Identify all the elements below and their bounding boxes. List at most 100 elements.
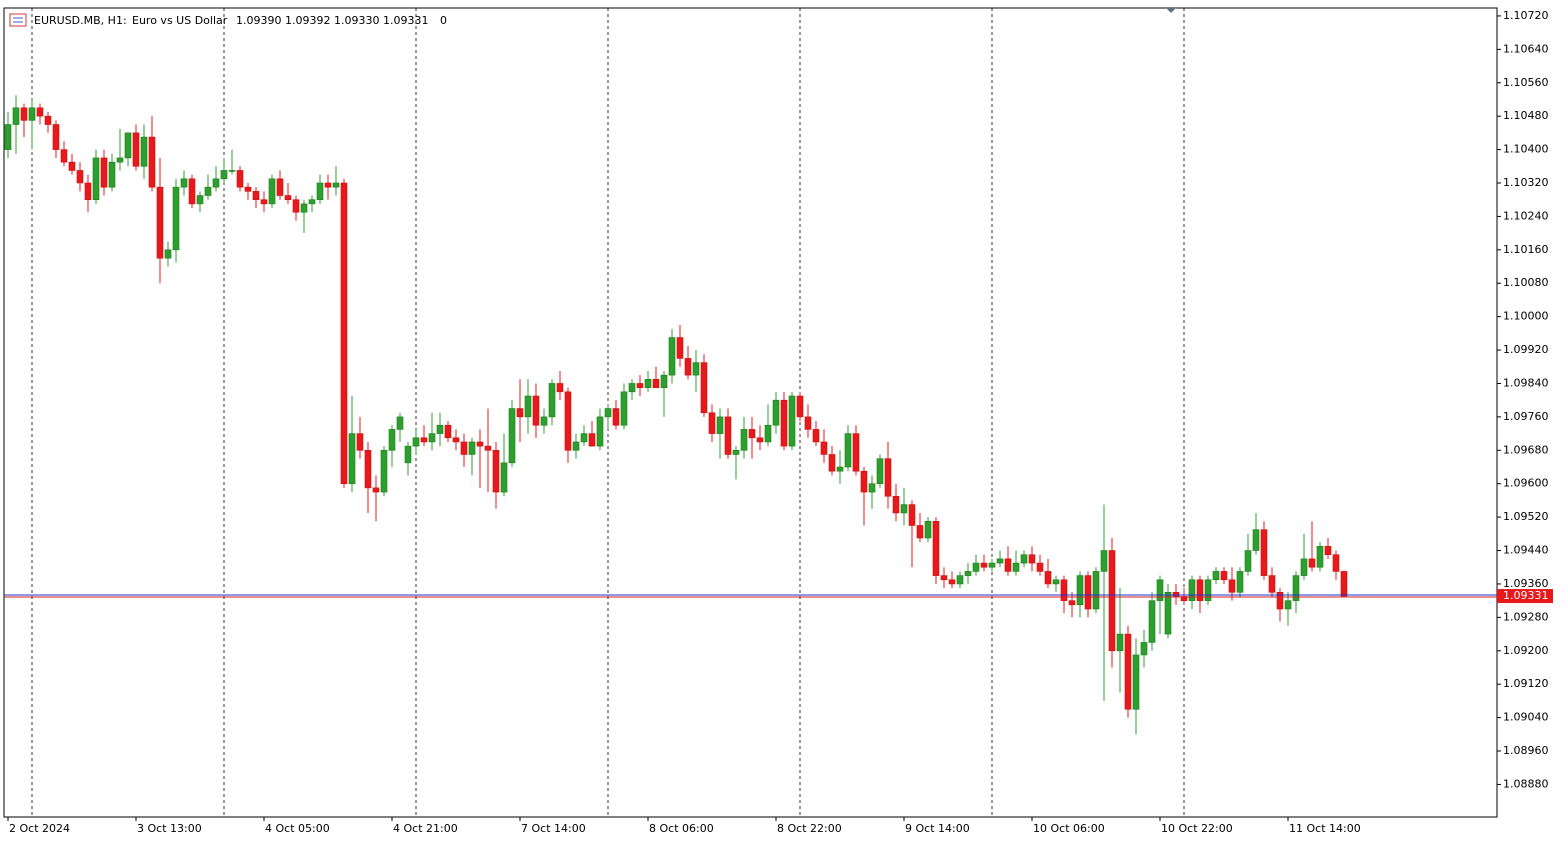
candle-body [108, 161, 116, 188]
candle-body [212, 178, 220, 188]
candle-body [132, 132, 140, 167]
candle-body [916, 525, 924, 539]
period-marker [1166, 8, 1176, 13]
candle-body [524, 395, 532, 418]
candle-body [492, 449, 500, 493]
candle-body [388, 429, 396, 451]
candle-body [516, 408, 524, 418]
candle-body [412, 437, 420, 447]
candle-body [1012, 562, 1020, 572]
candle-body [1292, 575, 1300, 601]
candle-body [12, 107, 20, 125]
candle-body [156, 186, 164, 259]
plot-frame [3, 7, 1498, 818]
candle-body [284, 195, 292, 201]
y-tick-label: 1.10640 [1503, 42, 1549, 55]
candle-body [436, 424, 444, 434]
candle-body [380, 449, 388, 493]
candle-body [292, 199, 300, 213]
candle-body [44, 115, 52, 125]
candle-body [116, 157, 124, 163]
candle-body [28, 107, 36, 121]
candle-body [796, 395, 804, 418]
candle-body [476, 441, 484, 447]
y-tick-label: 1.09200 [1503, 644, 1549, 657]
candle-body [772, 399, 780, 426]
candle-body [580, 433, 588, 443]
candle-body [340, 182, 348, 485]
candle-body [1284, 600, 1292, 610]
y-tick-label: 1.10000 [1503, 310, 1549, 323]
candle-body [244, 186, 252, 192]
candle-body [1268, 575, 1276, 593]
candle-body [196, 195, 204, 205]
candle-body [204, 186, 212, 196]
candle-body [76, 170, 84, 184]
candle-body [1060, 579, 1068, 601]
candle-body [468, 441, 476, 455]
candle-body [860, 470, 868, 493]
candle-body [548, 383, 556, 418]
price-tag [1497, 589, 1553, 604]
candle-body [892, 495, 900, 514]
candle-body [1148, 600, 1156, 643]
y-tick-label: 1.10480 [1503, 109, 1549, 122]
candle-body [500, 462, 508, 493]
header: EURUSD.MB, H1: Euro vs US Dollar 1.09390… [9, 13, 447, 27]
candle-body [4, 124, 12, 150]
candle-body [1188, 579, 1196, 601]
candle-body [1324, 546, 1332, 556]
candle-body [1052, 579, 1060, 585]
price-tag-label: 1.09331 [1503, 589, 1549, 602]
candle-body [532, 395, 540, 426]
y-tick-label: 1.08880 [1503, 777, 1549, 790]
candle-body [1332, 554, 1340, 572]
y-tick-label: 1.09040 [1503, 711, 1549, 724]
y-tick-label: 1.10320 [1503, 176, 1549, 189]
candle-body [428, 433, 436, 443]
candle-body [1028, 554, 1036, 564]
x-tick-label: 7 Oct 14:00 [521, 822, 586, 835]
candle-body [1252, 529, 1260, 551]
candle-body [676, 337, 684, 359]
candle-body [812, 429, 820, 443]
candle-body [1316, 546, 1324, 568]
candle-body [668, 337, 676, 376]
y-tick-label: 1.09840 [1503, 376, 1549, 389]
y-tick-label: 1.10240 [1503, 209, 1549, 222]
candle-body [100, 157, 108, 188]
candle-body [1076, 575, 1084, 606]
candle-body [124, 132, 132, 159]
candle-body [988, 562, 996, 568]
candle-body [956, 575, 964, 585]
candle-body [484, 445, 492, 451]
candle-body [964, 571, 972, 576]
x-tick-label: 10 Oct 22:00 [1161, 822, 1233, 835]
candle-body [724, 416, 732, 455]
candle-body [1084, 575, 1092, 610]
candle-body [420, 437, 428, 443]
candle-body [1004, 558, 1012, 572]
candle-body [996, 558, 1004, 564]
candle-body [300, 203, 308, 213]
candle-body [700, 362, 708, 414]
y-tick-label: 1.09440 [1503, 544, 1549, 557]
candle-body [252, 191, 260, 201]
candle-body [900, 504, 908, 514]
candle-body [756, 437, 764, 443]
candle-body [932, 520, 940, 576]
candle-body [1116, 633, 1124, 652]
candle-body [820, 441, 828, 455]
y-tick-label: 1.09680 [1503, 443, 1549, 456]
candle-body [324, 182, 332, 188]
candle-body [740, 429, 748, 451]
x-tick-label: 4 Oct 21:00 [393, 822, 458, 835]
candle-body [164, 249, 172, 259]
x-tick-label: 11 Oct 14:00 [1289, 822, 1361, 835]
candle-body [1228, 579, 1236, 593]
candle-body [844, 433, 852, 468]
candle-body [652, 378, 660, 388]
candle-body [908, 504, 916, 526]
candle-body [364, 449, 372, 489]
candle-body [1100, 550, 1108, 572]
